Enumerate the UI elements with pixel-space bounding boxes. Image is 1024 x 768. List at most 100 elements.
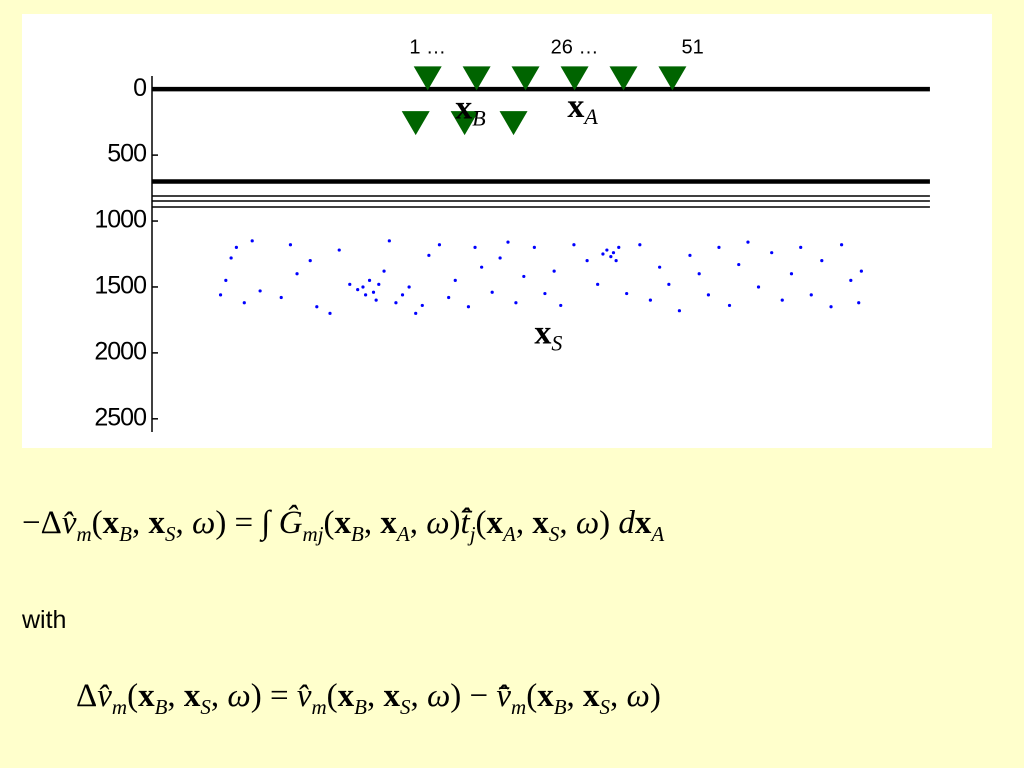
equation-term: B bbox=[351, 522, 364, 546]
source-point bbox=[625, 291, 629, 296]
source-point bbox=[859, 269, 863, 273]
source-point bbox=[780, 298, 784, 302]
source-point bbox=[829, 305, 833, 309]
equation-term: ) − bbox=[450, 678, 497, 714]
equation-term: , bbox=[363, 505, 381, 541]
equation-term: ) = bbox=[250, 678, 297, 714]
source-point bbox=[498, 256, 502, 260]
receiver bbox=[462, 66, 491, 91]
equation-term: x bbox=[102, 505, 120, 541]
source-point bbox=[295, 272, 299, 276]
equation-term: m bbox=[111, 695, 128, 719]
point-label: xS bbox=[534, 315, 562, 356]
equation-term: v̂ bbox=[61, 505, 77, 541]
equation-term: j bbox=[469, 522, 476, 546]
chart-panel bbox=[22, 14, 992, 448]
equation-term: v̂ bbox=[296, 678, 312, 714]
equation-term: v̂̄ bbox=[496, 678, 512, 714]
equation-term: mj bbox=[302, 522, 324, 546]
source-point bbox=[717, 245, 721, 250]
y-tick-label: 500 bbox=[107, 140, 146, 168]
equation-term: t̂̄ bbox=[460, 505, 470, 541]
source-point bbox=[770, 251, 774, 255]
equation-term: , bbox=[566, 678, 584, 714]
equation-term: ( bbox=[326, 678, 338, 714]
source-point bbox=[480, 265, 484, 269]
source-point bbox=[727, 303, 732, 308]
source-point bbox=[258, 289, 262, 293]
receiver bbox=[560, 66, 589, 91]
source-point bbox=[522, 274, 526, 279]
source-point bbox=[809, 293, 813, 297]
source-point bbox=[667, 282, 671, 286]
receiver bbox=[401, 111, 430, 136]
source-point bbox=[638, 243, 642, 247]
equation-term: ) bbox=[649, 678, 661, 714]
source-point bbox=[447, 295, 451, 300]
source-point bbox=[756, 285, 761, 289]
source-point bbox=[364, 293, 368, 297]
source-point bbox=[697, 272, 701, 276]
receiver bbox=[511, 66, 540, 91]
source-point bbox=[371, 290, 376, 294]
receiver bbox=[413, 66, 442, 91]
receiver bbox=[450, 111, 479, 136]
receiver bbox=[658, 66, 687, 91]
source-point bbox=[229, 256, 233, 260]
equation-term: , bbox=[409, 505, 427, 541]
source-point bbox=[609, 255, 613, 259]
equation-term: d bbox=[618, 505, 635, 541]
point-label: xA bbox=[567, 88, 598, 129]
point-label: xB bbox=[455, 89, 485, 130]
source-point bbox=[400, 293, 405, 297]
source-point bbox=[605, 248, 609, 252]
equation-term: ( bbox=[323, 505, 335, 541]
source-point bbox=[279, 295, 283, 300]
y-tick-label: 2500 bbox=[94, 403, 146, 431]
y-tick-label: 1000 bbox=[94, 206, 146, 234]
equation-term: , bbox=[175, 505, 192, 541]
equation-term: x bbox=[486, 505, 504, 541]
equation-term: ω bbox=[192, 505, 216, 541]
receiver bbox=[609, 66, 638, 91]
equation-term: v̂ bbox=[97, 678, 112, 714]
source-point bbox=[799, 245, 803, 250]
equation-term: ( bbox=[127, 678, 139, 714]
equation-term: m bbox=[311, 695, 327, 719]
source-point bbox=[543, 291, 547, 296]
source-point bbox=[596, 282, 600, 286]
source-point bbox=[688, 253, 692, 257]
source-point bbox=[361, 285, 365, 289]
source-point bbox=[648, 298, 653, 302]
source-point bbox=[677, 309, 682, 313]
source-point bbox=[614, 258, 618, 263]
source-point bbox=[387, 239, 391, 243]
source-point bbox=[234, 245, 238, 250]
source-point bbox=[348, 282, 352, 286]
equation-term: B bbox=[119, 522, 132, 546]
source-point bbox=[611, 251, 616, 255]
source-point bbox=[382, 269, 386, 273]
equation-term: S bbox=[599, 695, 611, 719]
source-point bbox=[506, 240, 510, 244]
with-text: with bbox=[22, 606, 67, 634]
equation-term: x bbox=[583, 678, 600, 714]
equation-term: ω bbox=[575, 505, 600, 541]
point-label-main: x bbox=[567, 88, 584, 125]
equation-term: x bbox=[334, 505, 352, 541]
equation-term: , bbox=[515, 505, 533, 541]
source-point bbox=[250, 239, 254, 243]
equation-term: x bbox=[634, 505, 652, 541]
source-point bbox=[308, 258, 312, 263]
source-point bbox=[337, 248, 341, 252]
source-point bbox=[601, 252, 605, 256]
equation-term: A bbox=[396, 522, 410, 546]
source-point bbox=[377, 282, 381, 286]
receiver-label: 26 … bbox=[551, 36, 599, 58]
source-point bbox=[857, 301, 861, 305]
source-point bbox=[242, 301, 246, 305]
y-tick-label: 1500 bbox=[94, 272, 146, 300]
source-point bbox=[407, 285, 411, 289]
equation-term: ω bbox=[227, 678, 251, 714]
